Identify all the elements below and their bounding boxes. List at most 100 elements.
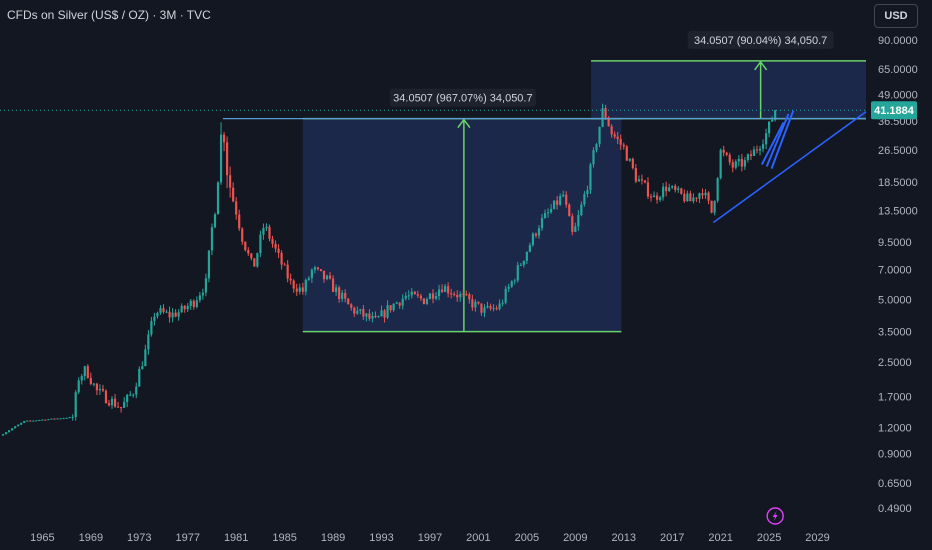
candle-body (377, 316, 380, 318)
y-tick-label: 1.7000 (878, 391, 912, 403)
y-tick-label: 1.2000 (878, 423, 912, 435)
candle-body (256, 253, 259, 267)
candle-body (295, 288, 298, 292)
candle-body (613, 134, 616, 137)
y-tick-label: 0.9000 (878, 449, 912, 461)
candle-body (752, 149, 756, 157)
candle-body (138, 368, 141, 387)
currency-button[interactable]: USD (874, 4, 918, 28)
channel-line-1 (760, 121, 785, 165)
last-price-tag (871, 101, 917, 120)
candle-body (577, 215, 580, 227)
candle-body (498, 303, 501, 310)
candle-body (262, 227, 265, 235)
candle-body (659, 197, 662, 200)
candle-body (422, 298, 426, 304)
candle-body (289, 278, 292, 281)
candle-body (80, 376, 83, 381)
candle-body (322, 270, 326, 280)
candle-body (356, 310, 359, 314)
candle-body (319, 269, 323, 271)
candle-body (637, 179, 640, 182)
candle-body (265, 226, 268, 228)
candle-body (601, 108, 604, 127)
candle-body (38, 420, 41, 422)
candle-body (210, 227, 214, 251)
candle-body (453, 294, 456, 296)
candle-body (619, 139, 622, 145)
candle-body (44, 419, 47, 421)
candle-body (126, 394, 129, 402)
candle-body (371, 316, 374, 319)
candle-body (92, 383, 95, 385)
candle-body (474, 301, 477, 308)
candle-body (59, 418, 62, 420)
candle-body (32, 420, 35, 422)
candle-body (483, 307, 486, 313)
candle-body (238, 214, 241, 229)
candle-body (298, 287, 301, 292)
candle-body (565, 194, 568, 205)
candle-body (219, 134, 223, 183)
x-tick-label: 1993 (369, 532, 393, 544)
candle-body (595, 144, 598, 151)
candle-body (359, 309, 362, 311)
candle-body (768, 121, 771, 134)
candle-body (671, 185, 674, 188)
candle-body (286, 264, 289, 279)
price-candles (1, 103, 777, 436)
candle-body (404, 295, 407, 299)
candle-body (725, 152, 728, 155)
candle-body (519, 264, 522, 266)
candle-body (123, 401, 126, 408)
candle-body (740, 159, 743, 167)
candle-body (737, 159, 740, 162)
candle-body (147, 334, 150, 350)
candle-body (268, 226, 271, 239)
lightning-icon[interactable] (766, 507, 784, 525)
candle-body (325, 275, 329, 280)
candle-body (689, 193, 692, 202)
candle-body (646, 182, 650, 197)
candle-body (665, 186, 668, 192)
candle-body (746, 154, 749, 161)
candle-body (758, 148, 762, 151)
candle-body (731, 162, 734, 168)
candle-body (159, 308, 162, 313)
y-tick-label: 5.0000 (878, 295, 912, 307)
candle-body (201, 292, 204, 296)
candle-body (771, 119, 774, 122)
candle-body (662, 186, 665, 198)
y-tick-label: 0.4900 (878, 503, 912, 515)
candle-body (341, 292, 344, 299)
candle-body (183, 305, 186, 310)
candle-body (407, 295, 410, 297)
candle-body (23, 420, 26, 423)
candle-body (222, 134, 226, 143)
candle-body (649, 196, 653, 198)
candle-body (610, 126, 613, 135)
candle-body (562, 194, 565, 197)
candle-body (56, 418, 59, 420)
candle-body (534, 233, 538, 236)
candle-body (695, 197, 698, 199)
candle-body (17, 424, 20, 427)
candle-body (389, 305, 392, 311)
y-tick-label: 9.5000 (878, 237, 912, 249)
candle-body (444, 286, 447, 292)
candle-body (1, 434, 5, 436)
x-tick-label: 1997 (418, 532, 442, 544)
candle-body (301, 287, 304, 292)
candle-body (440, 289, 444, 292)
candle-body (450, 293, 453, 295)
candle-body (62, 418, 65, 420)
candle-body (101, 388, 105, 391)
candle-body (589, 164, 592, 191)
candle-body (374, 316, 377, 318)
candle-body (477, 301, 480, 304)
x-tick-label: 2009 (563, 532, 587, 544)
candle-body (764, 133, 768, 145)
y-tick-label: 49.0000 (878, 90, 918, 102)
candle-body (89, 377, 92, 385)
